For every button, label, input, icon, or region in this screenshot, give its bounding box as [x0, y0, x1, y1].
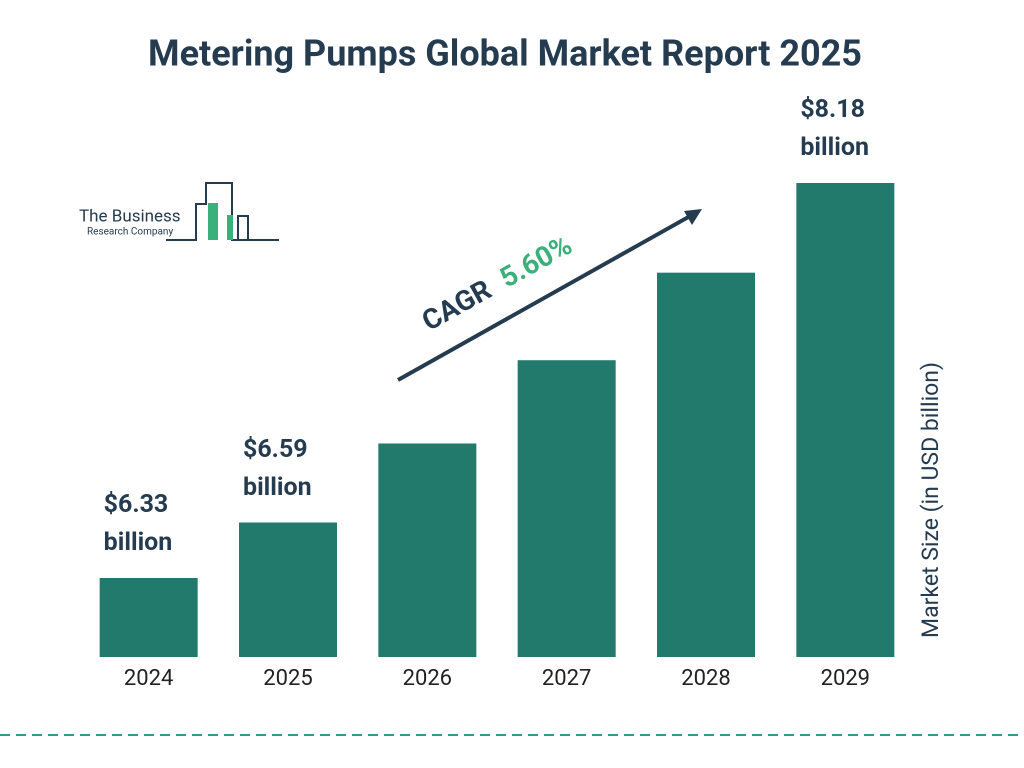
bar: [378, 443, 477, 657]
chart-title: Metering Pumps Global Market Report 2025: [148, 33, 862, 75]
logo-line2: Research Company: [87, 227, 173, 238]
x-tick-label: 2029: [821, 666, 870, 691]
bar: [657, 272, 755, 657]
cagr-text: CAGR 5.60%: [416, 229, 577, 338]
bar: [99, 578, 198, 657]
value-label: $6.33 billion: [103, 490, 173, 557]
cagr-arrowhead: [684, 209, 702, 225]
logo: The Business Research Company: [79, 182, 279, 241]
x-tick-label: 2025: [263, 666, 312, 691]
logo-line1: The Business: [79, 206, 181, 226]
x-tick-label: 2024: [124, 666, 173, 691]
y-axis-label: Market Size (in USD billion): [917, 362, 944, 638]
value-label: $6.59 billion: [243, 434, 312, 502]
x-tick-label: 2026: [403, 666, 452, 691]
value-label: $8.18 billion: [800, 95, 869, 162]
x-tick-label: 2027: [542, 666, 591, 691]
bar: [796, 183, 895, 657]
x-tick-label: 2028: [681, 666, 730, 691]
bar: [517, 360, 616, 657]
bar: [239, 522, 337, 657]
cagr-arrow: [397, 213, 693, 382]
cagr-label: CAGR: [416, 273, 497, 338]
